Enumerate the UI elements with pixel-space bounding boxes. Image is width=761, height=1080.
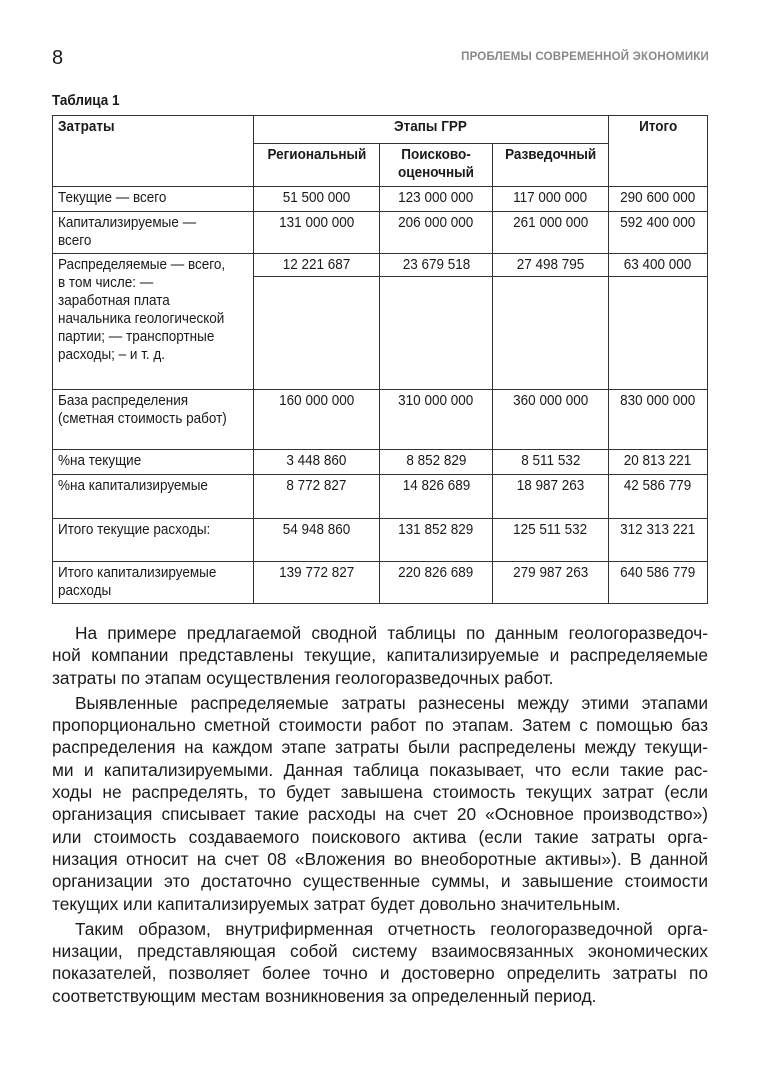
row-value: 131 852 829 — [379, 518, 494, 562]
table-row: Капитализируемые — всего 131 000 000 206 0… — [52, 211, 709, 254]
empty-cell — [379, 276, 494, 390]
header-costs: Затраты — [52, 115, 254, 187]
row-value: 139 772 827 — [252, 561, 381, 604]
row-label: Распределяемые — всего, в том числе: — з… — [52, 253, 254, 390]
text-line: пропорционально сметной стоимости работ … — [52, 715, 708, 736]
paragraph: На примере предлагаемой сводной таблицы … — [52, 622, 708, 689]
body-text: На примере предлагаемой сводной таблицы … — [52, 622, 708, 1010]
row-label: Итого капитализируемые расходы — [52, 561, 254, 604]
row-value: 312 313 221 — [607, 518, 709, 562]
row-value: 117 000 000 — [492, 186, 609, 212]
row-value: 360 000 000 — [492, 389, 609, 450]
table-row: %на капитализируемые 8 772 827 14 826 689 1… — [52, 474, 709, 519]
row-value: 830 000 000 — [607, 389, 709, 450]
header-exploration: Разведочный — [492, 143, 609, 187]
row-label: %на капитализируемые — [52, 474, 254, 519]
header-stages: Этапы ГРР — [253, 115, 609, 144]
empty-cell — [252, 276, 381, 390]
row-value: 310 000 000 — [379, 389, 494, 450]
table-row: %на текущие 3 448 860 8 852 829 8 511 532 20… — [52, 449, 709, 475]
text-line: Таким образом, внутрифирменная отчетност… — [75, 918, 708, 939]
text-line: низация относит на счет 08 «Вложения во … — [52, 848, 708, 869]
text-line: распределения на каждом этапе затраты бы… — [52, 737, 708, 758]
text-line: показателей, позволяет более точно и дос… — [52, 963, 708, 984]
row-value: 8 852 829 — [379, 449, 494, 475]
row-value: 20 813 221 — [607, 449, 709, 475]
row-value: 42 586 779 — [607, 474, 709, 519]
page-number: 8 — [52, 47, 64, 69]
paragraph: Выявленные распределяемые затраты разнес… — [52, 692, 708, 915]
row-label: Капитализируемые — всего — [52, 211, 254, 254]
empty-cell — [492, 276, 609, 390]
row-value: 8 772 827 — [252, 474, 381, 519]
row-value: 27 498 795 — [492, 253, 609, 277]
row-value: 23 679 518 — [379, 253, 494, 277]
text-line: организации это достаточно существенные … — [52, 871, 708, 892]
row-value: 14 826 689 — [379, 474, 494, 519]
row-value: 131 000 000 — [252, 211, 381, 254]
header-prospecting: Поисково-оценочный — [379, 143, 494, 187]
table-row: Распределяемые — всего, в том числе: — з… — [52, 253, 709, 390]
text-line: соответствующим местам возникновения за … — [52, 985, 597, 1006]
row-label: %на текущие — [52, 449, 254, 475]
text-line: На примере предлагаемой сводной таблицы … — [75, 623, 708, 643]
table-caption: Таблица 1 — [52, 92, 120, 109]
row-value: 592 400 000 — [607, 211, 709, 254]
text-line: ходы не распределять, то будет завышена … — [52, 782, 708, 803]
text-line: ной компании представлены текущие, капит… — [52, 645, 708, 666]
row-value: 160 000 000 — [252, 389, 381, 450]
text-line: или стоимость создаваемого поискового ак… — [52, 826, 708, 847]
empty-cell — [607, 276, 709, 390]
row-value: 54 948 860 — [252, 518, 381, 562]
row-value: 12 221 687 — [252, 253, 381, 277]
row-value: 125 511 532 — [492, 518, 609, 562]
text-line: затраты по этапам осуществления геологор… — [52, 667, 554, 688]
table-row: База распределения (сметная стоимость ра… — [52, 389, 709, 450]
text-line: организация списывает такие расходы на с… — [52, 804, 708, 825]
text-line: низации, представляющая собой систему вз… — [52, 941, 708, 962]
row-label: Текущие — всего — [52, 186, 254, 212]
header-total: Итого — [607, 115, 709, 187]
row-value: 123 000 000 — [379, 186, 494, 212]
row-value: 3 448 860 — [252, 449, 381, 475]
row-value: 290 600 000 — [607, 186, 709, 212]
row-value: 640 586 779 — [607, 561, 709, 604]
row-value: 279 987 263 — [492, 561, 609, 604]
table-row: Итого текущие расходы: 54 948 860 131 852 … — [52, 518, 709, 562]
text-line: ми и капитализируемыми. Данная таблица п… — [52, 759, 708, 780]
row-value: 261 000 000 — [492, 211, 609, 254]
table-row: Итого капитализируемые расходы 139 772 82… — [52, 561, 709, 604]
row-value: 51 500 000 — [252, 186, 381, 212]
row-value: 8 511 532 — [492, 449, 609, 475]
header-regional: Региональный — [252, 143, 381, 187]
text-line: текущих или капитализируемых затрат буде… — [52, 893, 621, 914]
row-label: База распределения (сметная стоимость ра… — [52, 389, 254, 450]
paragraph: Таким образом, внутрифирменная отчетност… — [52, 918, 708, 1007]
row-value: 63 400 000 — [607, 253, 709, 277]
table-row: Текущие — всего 51 500 000 123 000 000 117 … — [52, 186, 709, 212]
row-value: 206 000 000 — [379, 211, 494, 254]
text-line: Выявленные распределяемые затраты разнес… — [75, 692, 708, 713]
row-label: Итого текущие расходы: — [52, 518, 254, 562]
running-title: ПРОБЛЕМЫ СОВРЕМЕННОЙ ЭКОНОМИКИ — [461, 51, 709, 63]
row-value: 220 826 689 — [379, 561, 494, 604]
row-value: 18 987 263 — [492, 474, 609, 519]
cost-table: Затраты Этапы ГРР Итого Региональный Пои… — [52, 115, 709, 604]
